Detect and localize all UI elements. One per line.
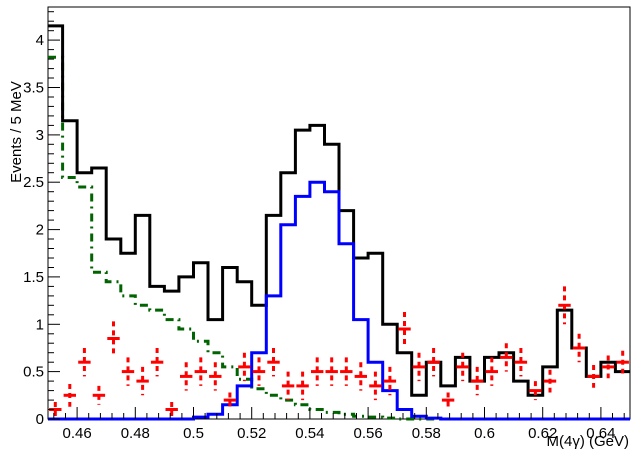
y-tick-label: 3 — [36, 127, 44, 144]
data-point — [572, 333, 586, 363]
x-tick-label: 0.48 — [121, 425, 150, 442]
data-point — [354, 362, 367, 391]
x-tick-label: 0.52 — [237, 425, 266, 442]
data-point — [107, 321, 120, 356]
data-point — [514, 348, 528, 377]
frame — [47, 6, 631, 420]
data-point — [456, 352, 469, 382]
data-point — [529, 381, 542, 401]
data-point — [209, 362, 222, 391]
y-tick-label: 2.5 — [23, 174, 44, 191]
data-point — [136, 366, 149, 396]
series-dashdot-line — [48, 55, 630, 421]
data-point — [194, 357, 207, 386]
x-tick-label: 0.58 — [412, 425, 441, 442]
y-tick-label: 2 — [36, 222, 44, 239]
y-axis-title: Events / 5 MeV — [8, 81, 25, 183]
data-point — [398, 312, 411, 347]
data-point — [78, 348, 91, 377]
x-tick-label: 0.5 — [183, 425, 204, 442]
data-point — [587, 365, 600, 388]
data-point — [252, 357, 266, 386]
data-point — [180, 362, 193, 391]
y-tick-label: 1 — [36, 316, 44, 333]
y-tick-label: 1.5 — [23, 269, 44, 286]
data-point — [150, 348, 164, 377]
data-point — [558, 286, 571, 325]
data-point — [543, 369, 557, 393]
data-point — [340, 357, 353, 386]
data-point — [223, 392, 237, 408]
x-tick-label: 0.46 — [62, 425, 91, 442]
data-point — [267, 348, 280, 377]
data-point — [325, 357, 338, 386]
y-tick-label: 0.5 — [23, 364, 44, 381]
y-tick-label: 3.5 — [23, 80, 44, 97]
data-point — [471, 366, 484, 396]
data-point — [281, 371, 295, 401]
data-point — [602, 355, 615, 379]
x-tick-label: 0.54 — [295, 425, 324, 442]
data-point — [165, 402, 178, 418]
y-tick-label: 4 — [36, 32, 44, 49]
data-point — [383, 366, 397, 396]
data-point — [238, 352, 251, 382]
data-point — [121, 357, 135, 386]
data-point — [485, 357, 498, 386]
points-layer — [49, 286, 629, 418]
x-tick-label: 0.64 — [586, 425, 615, 442]
data-point — [296, 371, 309, 401]
x-axis-title: M(4γ) (GeV) — [547, 433, 630, 450]
data-point — [92, 385, 106, 405]
y-axis: 0 0.5 1 1.5 2 2.5 3 3.5 4 — [23, 11, 60, 428]
series-black-line — [48, 24, 630, 397]
data-point — [369, 371, 382, 401]
data-point — [500, 343, 513, 372]
data-point — [616, 350, 629, 374]
x-axis: 0.46 0.48 0.5 0.52 0.54 0.56 0.58 0.6 0.62 0.64 — [53, 407, 625, 442]
x-tick-label: 0.6 — [474, 425, 495, 442]
data-point — [63, 384, 76, 407]
x-tick-label: 0.56 — [353, 425, 382, 442]
histogram-layer — [48, 24, 630, 421]
x-tick-label: 0.62 — [528, 425, 557, 442]
data-point — [412, 352, 426, 382]
series-blue-line — [48, 180, 630, 421]
data-point — [311, 357, 324, 386]
data-point — [441, 392, 455, 408]
data-point — [427, 348, 440, 377]
y-tick-label: 0 — [36, 411, 44, 428]
